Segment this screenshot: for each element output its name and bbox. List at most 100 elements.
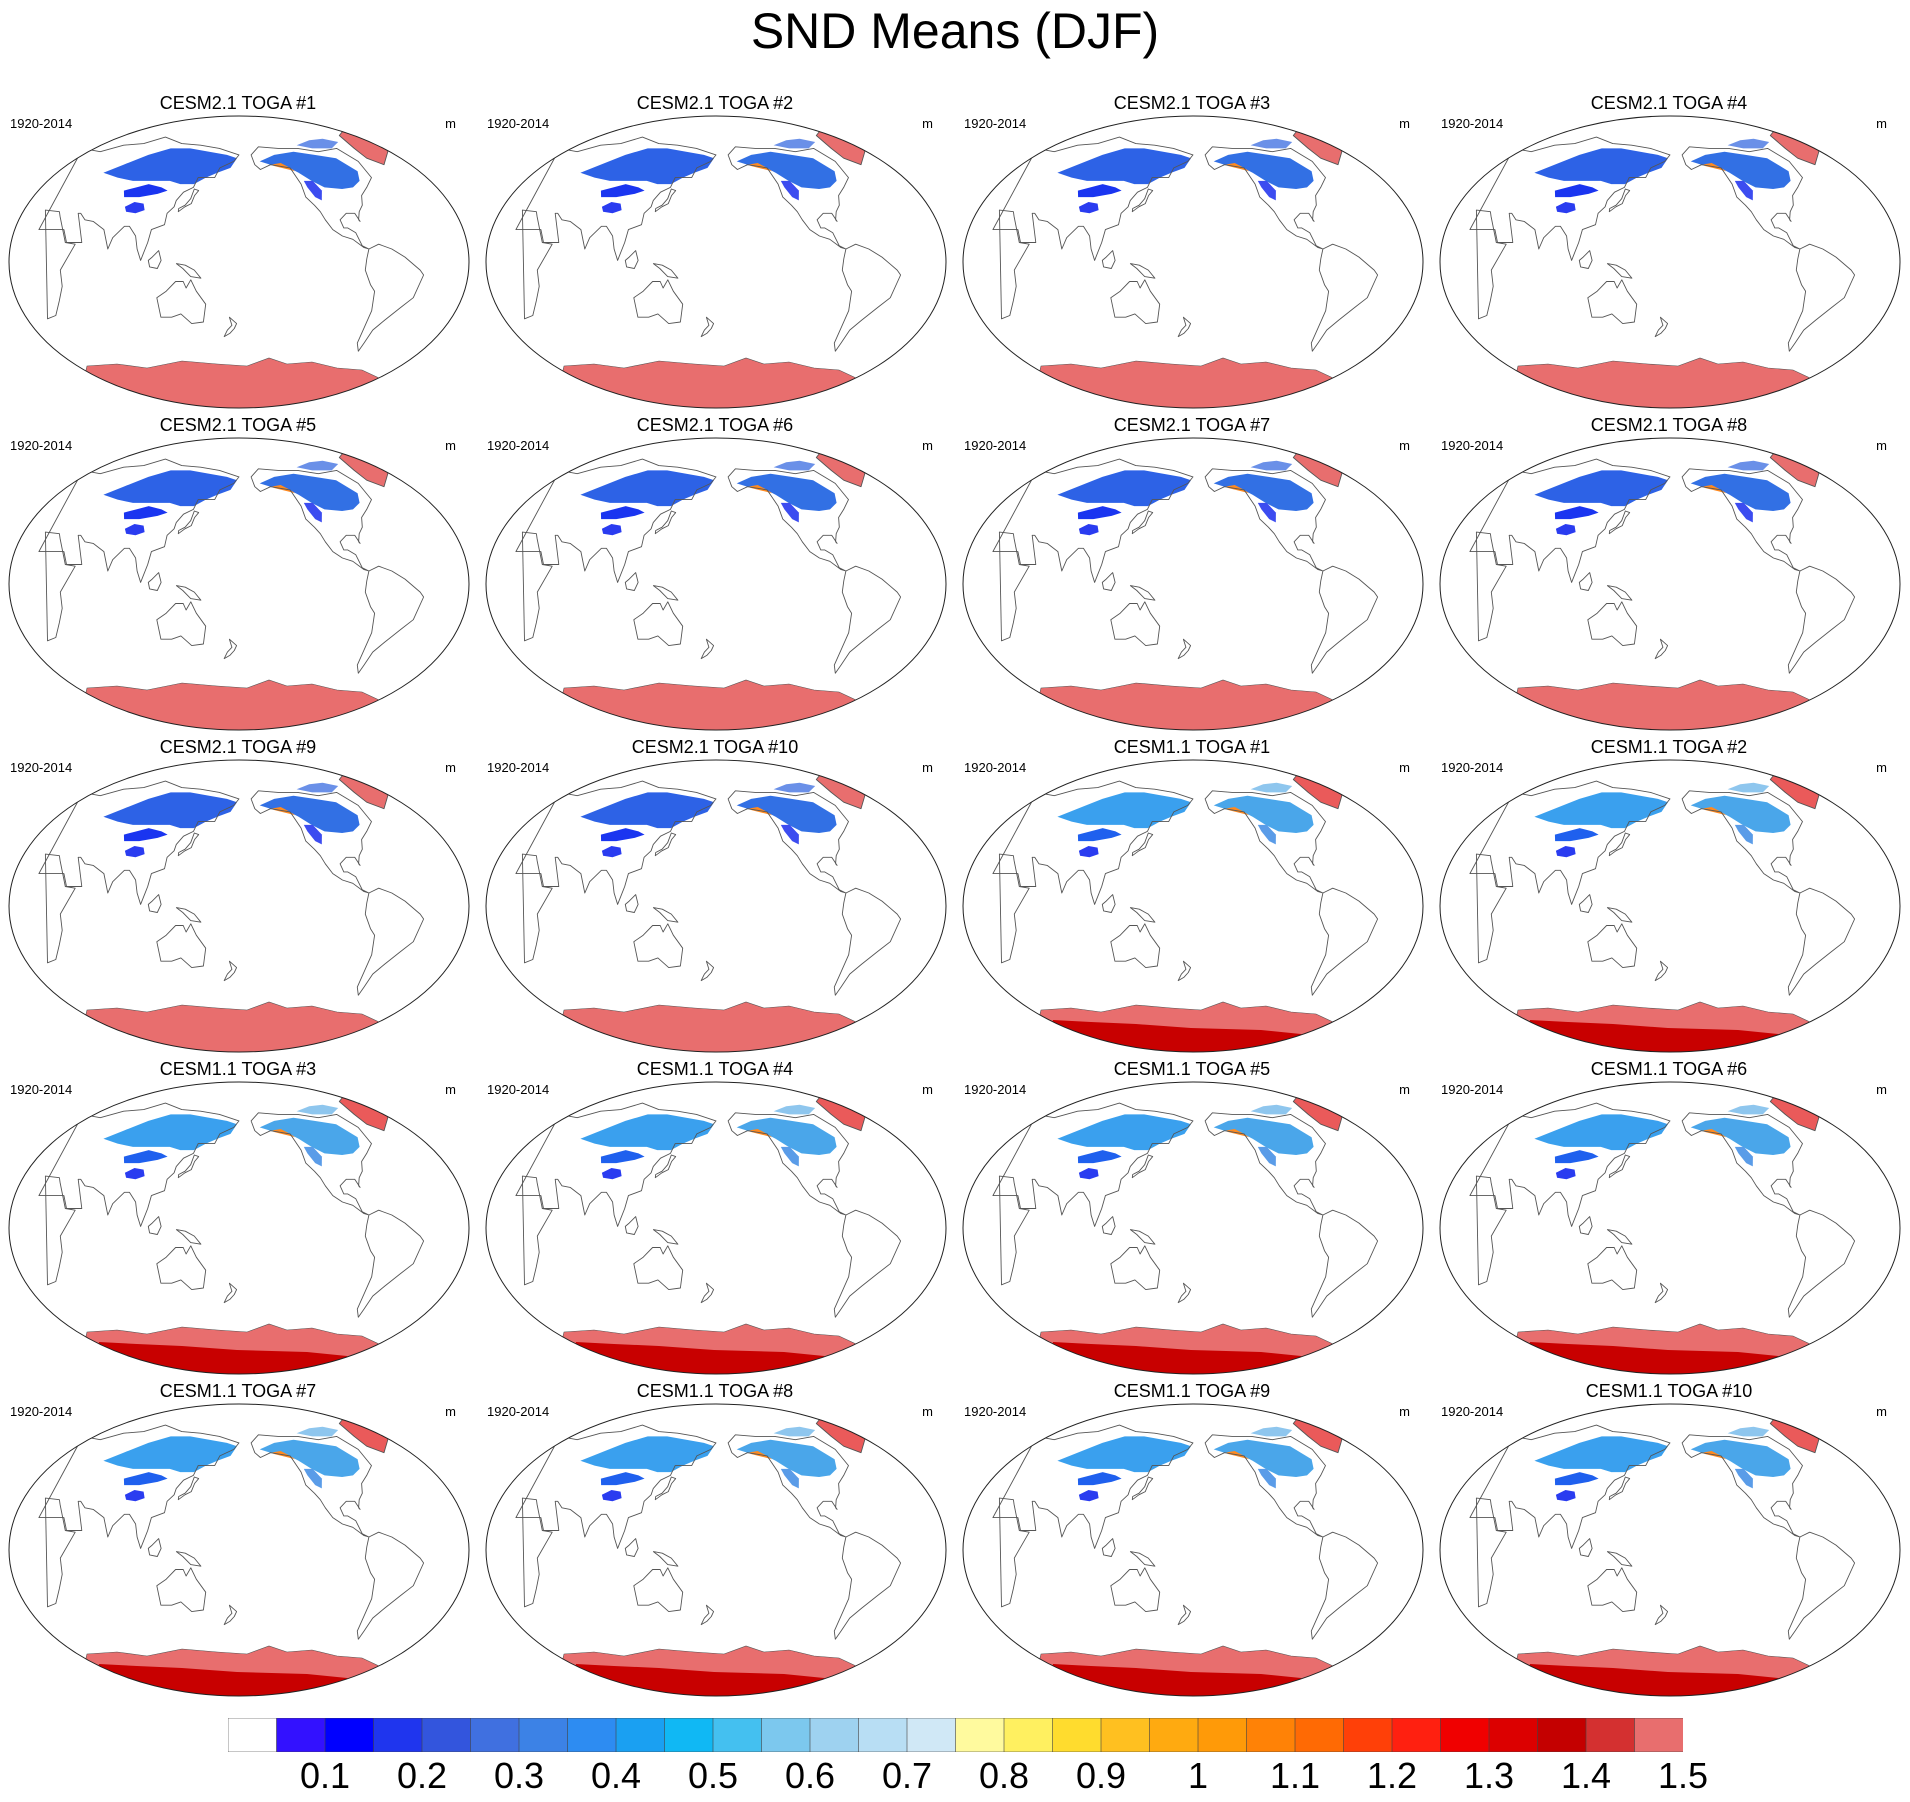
colorbar-tick-label: 1.5 bbox=[1657, 1755, 1709, 1796]
antarctica-ice bbox=[76, 679, 400, 730]
africa-outline bbox=[1475, 209, 1507, 320]
map-panel: CESM2.1 TOGA #8 1920-2014 m bbox=[1431, 414, 1907, 736]
panel-period: 1920-2014 bbox=[10, 760, 73, 775]
antarctica-ice bbox=[1507, 679, 1831, 730]
new-zealand-outline bbox=[1654, 1282, 1669, 1304]
rockies-snow bbox=[1734, 180, 1753, 201]
world-map bbox=[1439, 437, 1901, 731]
new-zealand-outline bbox=[223, 316, 238, 338]
map-panel: CESM1.1 TOGA #8 1920-2014 m bbox=[477, 1380, 953, 1702]
colorbar-tick-label: 0.2 bbox=[396, 1755, 448, 1796]
rockies-snow bbox=[1734, 1468, 1753, 1489]
colorbar-tick-label: 1.2 bbox=[1366, 1755, 1418, 1796]
north-america-outline bbox=[250, 1112, 372, 1216]
new-guinea-outline bbox=[1129, 907, 1156, 923]
eurasia-outline bbox=[992, 780, 1194, 905]
rockies-snow bbox=[780, 1146, 799, 1167]
panel-title: CESM2.1 TOGA #5 bbox=[159, 415, 317, 435]
central-asia-snow bbox=[600, 184, 645, 198]
north-america-snow bbox=[1213, 795, 1314, 833]
panel-title: CESM2.1 TOGA #2 bbox=[636, 93, 794, 113]
new-guinea-outline bbox=[1606, 1229, 1633, 1245]
colorbar-tick-label: 1.1 bbox=[1269, 1755, 1321, 1796]
panel-unit: m bbox=[1876, 1404, 1887, 1419]
colorbar-tick-label: 0.5 bbox=[687, 1755, 739, 1796]
north-america-outline bbox=[1204, 468, 1326, 572]
colorbar-swatch bbox=[567, 1718, 617, 1752]
central-asia-snow bbox=[123, 184, 168, 198]
map-border bbox=[1439, 759, 1901, 1053]
eurasia-outline bbox=[38, 1102, 240, 1227]
panel-period: 1920-2014 bbox=[10, 1404, 73, 1419]
africa-outline bbox=[44, 209, 76, 320]
map-border bbox=[1439, 115, 1901, 409]
new-zealand-outline bbox=[700, 1282, 715, 1304]
siberia-snow bbox=[103, 148, 238, 185]
north-america-outline bbox=[250, 468, 372, 572]
world-map bbox=[8, 1081, 470, 1375]
colorbar-swatch bbox=[276, 1718, 326, 1752]
australia-outline bbox=[633, 279, 684, 325]
borneo-outline bbox=[147, 572, 162, 591]
colorbar-labels: 0.1 0.2 0.3 0.4 0.5 0.6 0.7 0.8 0.9 1 1.1 1.2 1.3 1.4… bbox=[0, 1752, 1910, 1800]
map-panel: CESM1.1 TOGA #6 1920-2014 m bbox=[1431, 1058, 1907, 1380]
panel-unit: m bbox=[1876, 116, 1887, 131]
colorbar-tick-label: 1 bbox=[1187, 1755, 1209, 1796]
australia-outline bbox=[1587, 1567, 1638, 1613]
colorbar-swatch bbox=[712, 1718, 763, 1752]
south-america-outline bbox=[1310, 565, 1379, 674]
arctic-islands-snow bbox=[1250, 460, 1293, 471]
africa-outline bbox=[44, 1497, 76, 1608]
rockies-snow bbox=[1257, 1146, 1276, 1167]
australia-outline bbox=[1110, 1567, 1161, 1613]
japan-outline bbox=[177, 188, 200, 213]
tibet-snow bbox=[1555, 1490, 1576, 1502]
new-zealand-outline bbox=[223, 638, 238, 660]
panel-period: 1920-2014 bbox=[1441, 438, 1504, 453]
australia-outline bbox=[633, 601, 684, 647]
africa-outline bbox=[998, 209, 1030, 320]
panel-unit: m bbox=[1399, 1082, 1410, 1097]
colorbar-tick-label: 1.4 bbox=[1560, 1755, 1612, 1796]
new-zealand-outline bbox=[700, 638, 715, 660]
tibet-snow bbox=[124, 524, 145, 536]
borneo-outline bbox=[1101, 894, 1116, 913]
central-asia-snow bbox=[1554, 1472, 1599, 1486]
map-border bbox=[962, 1081, 1424, 1375]
north-america-outline bbox=[1681, 1112, 1803, 1216]
antarctica-ice bbox=[76, 357, 400, 408]
colorbar-swatch bbox=[858, 1718, 908, 1752]
world-map bbox=[1439, 759, 1901, 1053]
map-border bbox=[8, 759, 470, 1053]
arctic-islands-snow bbox=[773, 460, 816, 471]
north-america-outline bbox=[250, 1434, 372, 1538]
arctic-islands-snow bbox=[296, 460, 339, 471]
antarctica-ice bbox=[1030, 357, 1354, 408]
arctic-islands-snow bbox=[1727, 138, 1770, 149]
colorbar-swatch bbox=[664, 1718, 714, 1752]
australia-outline bbox=[156, 923, 207, 969]
rockies-snow bbox=[1257, 1468, 1276, 1489]
panel-unit: m bbox=[1399, 1404, 1410, 1419]
africa-outline bbox=[521, 209, 553, 320]
borneo-outline bbox=[1101, 572, 1116, 591]
panel-period: 1920-2014 bbox=[487, 1082, 550, 1097]
australia-outline bbox=[156, 601, 207, 647]
panel-unit: m bbox=[445, 438, 456, 453]
new-zealand-outline bbox=[1177, 960, 1192, 982]
map-border bbox=[962, 115, 1424, 409]
north-america-outline bbox=[250, 146, 372, 250]
map-panel: CESM1.1 TOGA #5 1920-2014 m bbox=[954, 1058, 1430, 1380]
panel-unit: m bbox=[445, 1082, 456, 1097]
siberia-snow bbox=[1057, 1114, 1191, 1151]
arctic-islands-snow bbox=[1250, 1426, 1293, 1437]
borneo-outline bbox=[1578, 1538, 1593, 1557]
colorbar-swatch bbox=[1003, 1718, 1054, 1752]
map-border bbox=[962, 1403, 1424, 1697]
central-asia-snow bbox=[1077, 828, 1122, 842]
colorbar-swatch bbox=[324, 1718, 375, 1752]
tibet-snow bbox=[124, 202, 145, 214]
map-border bbox=[1439, 437, 1901, 731]
colorbar-swatch bbox=[1391, 1718, 1442, 1752]
borneo-outline bbox=[147, 1538, 162, 1557]
